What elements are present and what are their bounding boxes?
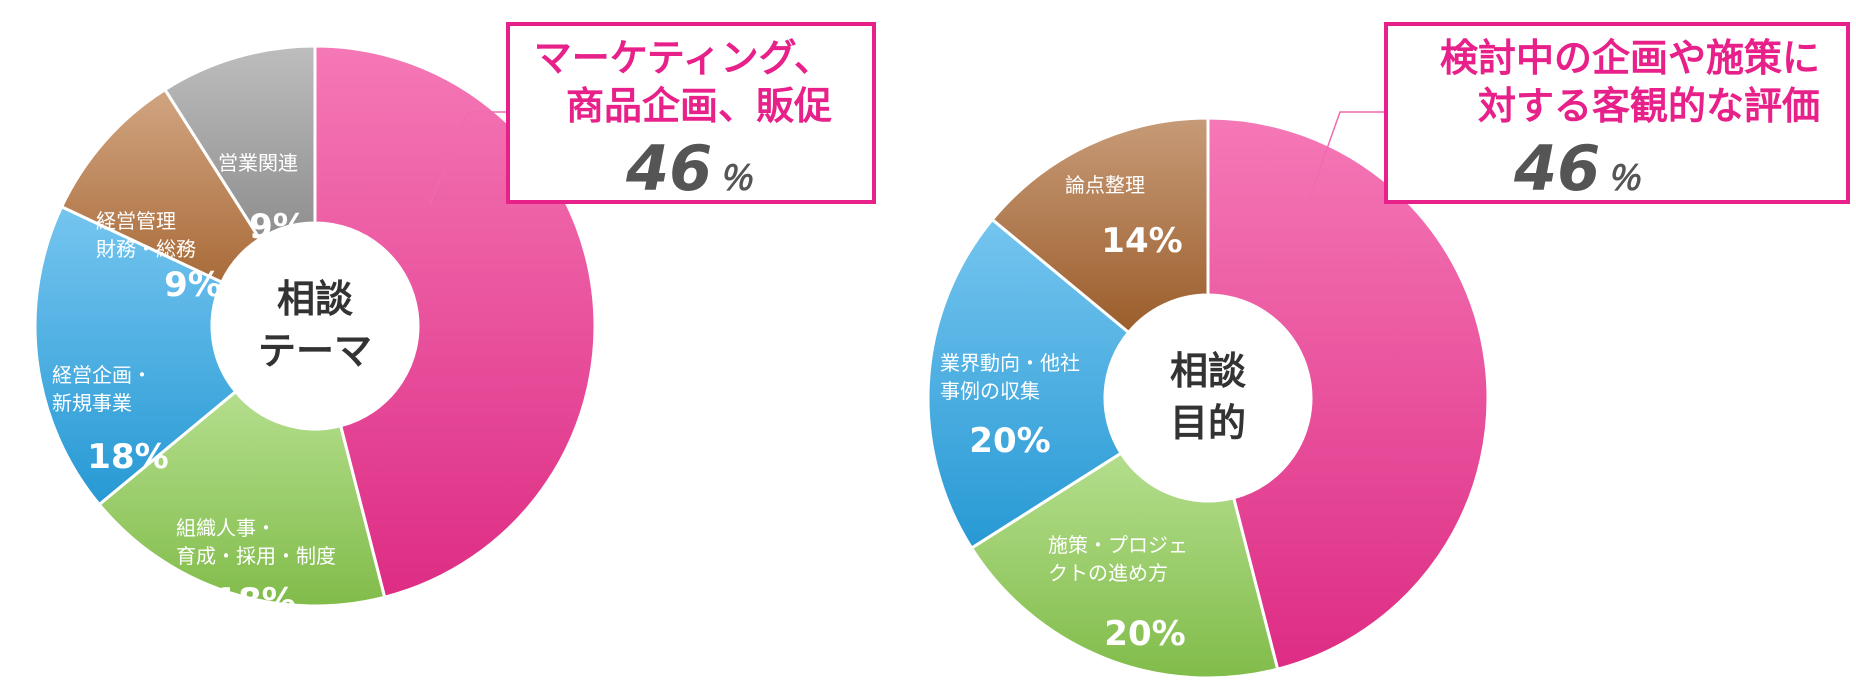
callout-line: 対する客観的な評価 xyxy=(1477,84,1820,128)
callout-value-number: 46 xyxy=(626,132,713,205)
slice-value-label: 20% xyxy=(1104,614,1185,654)
slice-value-label: 18% xyxy=(87,437,168,477)
center-label: テーマ xyxy=(258,329,372,373)
callout-leader-line xyxy=(1299,111,1384,226)
callout-line: マーケティング、 xyxy=(533,36,832,80)
donut-hole xyxy=(1106,296,1310,500)
center-label: 目的 xyxy=(1170,401,1246,445)
slice-5 xyxy=(162,44,317,242)
slice-4 xyxy=(59,87,262,285)
slice-label: 経営企画・新規事業 xyxy=(52,363,152,415)
callout-box-chart1: マーケティング、 商品企画、販促 46 ％ xyxy=(506,22,876,205)
callout-value-chart2: 46 ％ xyxy=(1514,132,1640,205)
center-label: 相談 xyxy=(277,277,353,321)
donut-hole xyxy=(213,224,417,428)
slice-2 xyxy=(969,451,1280,680)
slice-label: 組織人事・育成・採用・制度 xyxy=(176,516,336,568)
slice-label: 論点整理 xyxy=(1065,173,1145,197)
slice-value-label: 14% xyxy=(1101,221,1182,261)
slice-value-label: 9% xyxy=(164,265,222,305)
callout-line: 商品企画、販促 xyxy=(565,84,832,128)
donut-chart-2: 施策・プロジェクトの進め方 20% 業界動向・他社事例の収集 20% 論点整理 14% 相談… xyxy=(926,111,1490,680)
callout-value-unit: ％ xyxy=(718,159,753,199)
slice-value-label: 18% xyxy=(214,581,295,621)
center-label: 相談 xyxy=(1170,349,1246,393)
slice-3 xyxy=(33,204,238,507)
slice-label: 業界動向・他社事例の収集 xyxy=(940,351,1080,403)
slice-3 xyxy=(926,217,1131,551)
slice-label: 施策・プロジェクトの進め方 xyxy=(1048,533,1188,585)
slice-label: 営業関連 xyxy=(218,151,298,175)
callout-value-number: 46 xyxy=(1514,132,1601,205)
slice-label: 経営管理財務・総務 xyxy=(96,209,196,261)
callout-value-chart1: 46 ％ xyxy=(626,132,752,205)
callout-leader-line xyxy=(429,111,506,205)
callout-value-unit: ％ xyxy=(1606,159,1641,199)
slice-2 xyxy=(97,389,387,608)
slice-4 xyxy=(990,116,1210,335)
slice-value-label: 20% xyxy=(969,421,1050,461)
callout-title-chart2: 検討中の企画や施策に 対する客観的な評価 xyxy=(1440,34,1820,130)
callout-title-chart1: マーケティング、 商品企画、販促 xyxy=(534,34,832,130)
callout-box-chart2: 検討中の企画や施策に 対する客観的な評価 46 ％ xyxy=(1384,22,1850,205)
callout-line: 検討中の企画や施策に xyxy=(1439,36,1820,80)
